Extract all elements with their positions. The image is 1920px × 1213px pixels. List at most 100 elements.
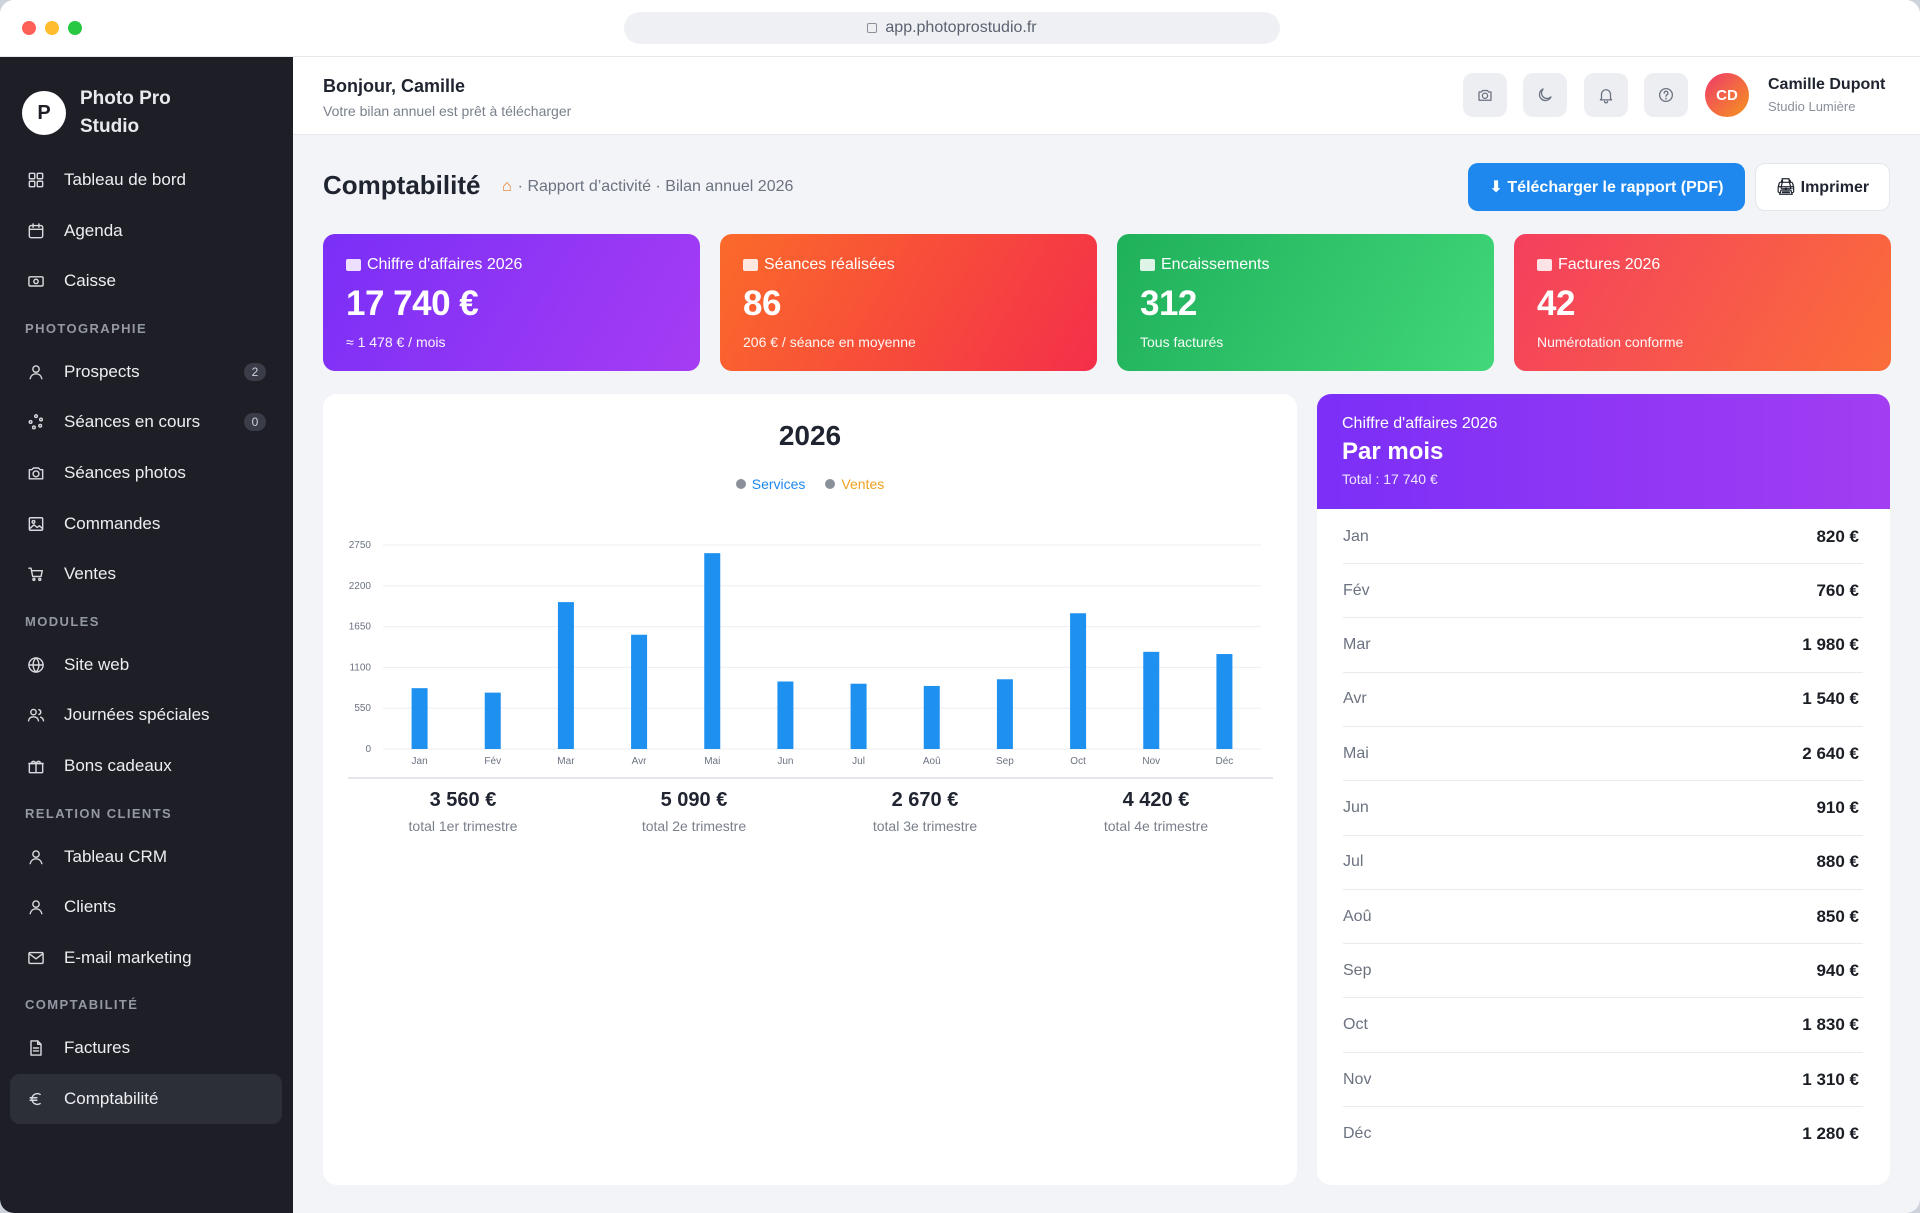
quarter-label: total 1er trimestre [408,818,518,834]
month-label: Déc [1343,1125,1372,1143]
bar-jul[interactable] [850,683,867,749]
monthly-title: Par mois [1342,438,1444,465]
user-avatar[interactable]: CD [1705,73,1749,117]
sidebar-item-tableau-de-bord[interactable]: Tableau de bord [10,155,282,205]
monthly-row: Oct 1 830 € [1343,999,1863,1053]
bar-jan[interactable] [411,688,428,749]
kpi-emoji-icon [743,259,758,271]
breadcrumb: ⌂ · Rapport d’activité · Bilan annuel 20… [502,178,793,196]
sidebar-item-bons-cadeaux[interactable]: Bons cadeaux [10,741,282,791]
download-pdf-button[interactable]: ⬇ Télécharger le rapport (PDF) [1468,163,1745,211]
sidebar-item-commandes[interactable]: Commandes [10,499,282,549]
kpi-value: 312 [1140,284,1197,323]
chart-title: 2026 [778,420,842,451]
sidebar-item-tableau-crm[interactable]: Tableau CRM [10,832,282,882]
monthly-row: Aoû 850 € [1343,890,1863,945]
monthly-row: Fév 760 € [1343,564,1863,619]
kpi-label-text: Séances réalisées [764,256,895,273]
bell-icon [1599,89,1613,104]
bar-mai[interactable] [704,553,721,749]
sidebar-item-seances-photos[interactable]: Séances photos [10,448,282,498]
month-label: Aoû [1343,907,1372,925]
brand[interactable]: P Photo Pro Studio [22,85,200,141]
sidebar-item-caisse[interactable]: Caisse [10,256,282,306]
sidebar: P Photo Pro Studio Tableau de bord Agenda… [0,57,293,1213]
chart-card: 2026 Services Ventes 0 550 1100 1650 2200 275… [323,394,1297,1185]
month-value: 1 540 € [1802,689,1859,709]
close-window-dot[interactable] [22,21,36,35]
month-label: Jun [1343,799,1369,816]
monthly-card: Chiffre d'affaires 2026 Par mois Total :… [1317,394,1890,1185]
kpi-card-sessions: Séances réalisées 86 206 € / séance en moy… [720,234,1097,371]
bar-jun[interactable] [777,681,794,749]
sidebar-item-label: Tableau de bord [64,170,186,189]
bar-oct[interactable] [1070,613,1087,749]
month-label: Mar [1343,636,1371,654]
cart-icon [26,564,46,584]
help-button[interactable] [1644,73,1688,117]
y-tick-label: 550 [354,703,371,714]
month-value: 1 310 € [1802,1069,1859,1089]
gift-icon [26,756,46,776]
cash-icon [26,271,46,291]
kpi-label-text: Factures 2026 [1558,256,1661,273]
bar-fev[interactable] [484,692,501,749]
monthly-row: Avr 1 540 € [1343,673,1863,727]
kpi-label: Séances réalisées [743,256,1074,274]
calendar-icon [26,221,46,241]
monthly-row: Mai 2 640 € [1343,727,1863,782]
count-badge: 2 [244,362,266,381]
sidebar-section-title: RELATION CLIENTS [25,805,173,821]
bar-dec[interactable] [1216,654,1233,749]
bar-sep[interactable] [996,679,1013,749]
address-bar[interactable]: app.photoprostudio.fr [624,12,1280,44]
sidebar-item-prospects[interactable]: Prospects 2 [10,347,282,397]
legend-item-services[interactable]: Services [735,476,805,492]
monthly-row: Nov 1 310 € [1343,1053,1863,1107]
brand-logo: P [22,91,66,135]
sidebar-item-seances-en-cours[interactable]: Séances en cours 0 [10,397,282,447]
image-icon [26,514,46,534]
sidebar-item-factures[interactable]: Factures [10,1023,282,1073]
legend-item-ventes[interactable]: Ventes [825,476,884,492]
kpi-emoji-icon [346,259,361,271]
bar-chart: 0 550 1100 1650 2200 2750 Jan Fév Mar Avr Mai Jun Ju… [348,540,1273,779]
sidebar-item-ventes[interactable]: Ventes [10,549,282,599]
notifications-button[interactable] [1584,73,1628,117]
print-button[interactable]: 🖨 Imprimer [1755,163,1890,211]
bar-nov[interactable] [1143,651,1160,749]
sidebar-item-e-mail-marketing[interactable]: E-mail marketing [10,933,282,983]
legend-swatch [825,479,836,489]
sidebar-item-label: Journées spéciales [64,705,210,725]
sidebar-item-agenda[interactable]: Agenda [10,206,282,256]
minimize-window-dot[interactable] [45,21,59,35]
sidebar-item-comptabilite[interactable]: Comptabilité [10,1074,282,1124]
quarter-value: 2 670 € [891,789,959,811]
sidebar-item-clients[interactable]: Clients [10,882,282,932]
user-name[interactable]: Camille Dupont [1768,76,1886,93]
quarter-total-1: 3 560 € total 1er trimestre [348,789,578,834]
bar-avr[interactable] [631,634,648,749]
sidebar-item-journees-speciales[interactable]: Journées spéciales [10,690,282,740]
monthly-row: Déc 1 280 € [1343,1107,1863,1161]
moon-icon [1538,88,1552,102]
browser-chrome: app.photoprostudio.fr [0,0,1920,57]
kpi-label: Chiffre d'affaires 2026 [346,256,677,274]
month-value: 2 640 € [1802,743,1859,763]
kpi-card-revenue: Chiffre d'affaires 2026 17 740 € ≈ 1 478 €… [323,234,700,371]
greeting-subtitle: Votre bilan annuel est prêt à télécharge… [323,103,572,119]
bar-aou[interactable] [923,685,940,749]
sidebar-item-site-web[interactable]: Site web [10,640,282,690]
month-value: 880 € [1816,852,1859,872]
kpi-label: Encaissements [1140,256,1471,274]
maximize-window-dot[interactable] [68,21,82,35]
dark-mode-button[interactable] [1523,73,1567,117]
bar-mar[interactable] [557,602,574,749]
camera-button[interactable] [1463,73,1507,117]
home-icon[interactable]: ⌂ [502,178,512,195]
sidebar-section-title: MODULES [25,613,100,629]
month-label: Avr [1343,690,1367,708]
kpi-label-text: Encaissements [1161,256,1270,273]
x-tick-label: Mar [557,756,575,767]
monthly-row: Jun 910 € [1343,782,1863,836]
